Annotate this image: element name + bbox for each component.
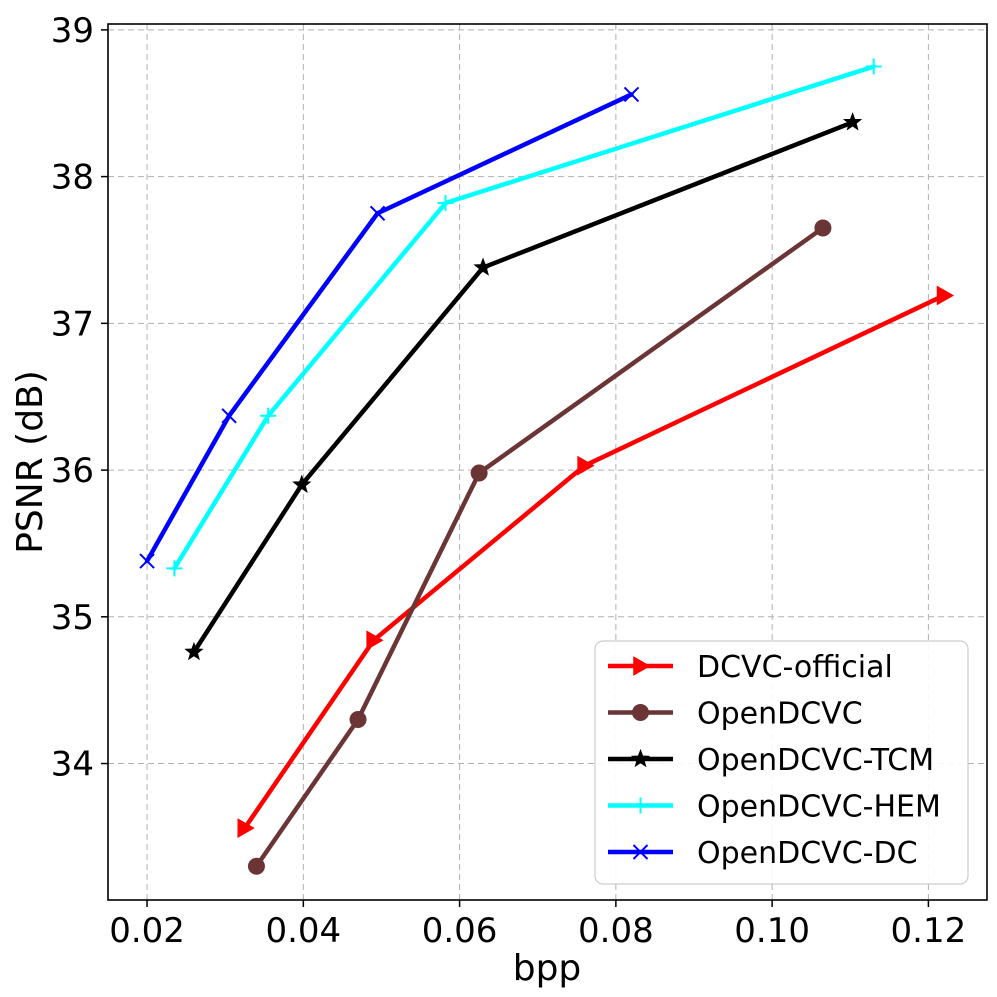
legend-item: OpenDCVC-HEM [608,790,941,825]
x-axis-label: bpp [513,948,582,989]
data-point [366,630,384,651]
legend-item: DCVC-official [608,650,893,685]
legend-swatch-marker [632,797,649,814]
data-point [437,195,454,212]
data-point [842,112,863,131]
x-tick-label: 0.06 [422,911,498,951]
legend-box [594,640,969,885]
data-point [623,86,640,103]
legend-item: OpenDCVC [608,697,863,732]
data-point [237,818,255,838]
data-point [184,641,204,661]
x-tick-label: 0.04 [265,911,341,951]
data-point [260,407,277,424]
data-point [936,285,955,306]
data-point [349,711,367,729]
legend-swatch-marker [630,748,651,768]
data-point [139,553,155,569]
x-tick-label: 0.02 [109,911,185,951]
series-opendcvc-hem [166,58,882,577]
data-point [470,464,488,482]
legend-swatch-marker [632,704,649,721]
legend-item: OpenDCVC-DC [608,836,918,871]
ticks: 0.02 0.04 0.06 0.08 0.10 0.12 34 35 36 37 38 39 [51,11,967,951]
series-layer [139,58,955,875]
legend-swatch-marker [632,844,649,860]
series-opendcvc-dc [139,86,640,569]
legend-label: OpenDCVC [697,697,863,732]
series-opendcvc-tcm [184,112,863,661]
data-point [577,455,595,476]
data-point [473,257,493,276]
y-tick-label: 38 [51,158,94,198]
legend-label: OpenDCVC-DC [697,836,918,871]
y-tick-label: 39 [51,11,94,51]
legend-label: OpenDCVC-TCM [697,743,934,778]
series-line [144,92,634,564]
series-dcvc-official [237,285,955,838]
legend-item: OpenDCVC-TCM [608,743,934,778]
legend: DCVC-official OpenDCVC OpenDCVC-TCM OpenDCV… [594,640,969,885]
data-point [814,219,832,237]
data-point [865,58,882,75]
plot-frame [107,23,988,901]
data-point [166,560,183,577]
x-tick-label: 0.12 [891,911,967,951]
data-point [292,474,312,493]
legend-label: DCVC-official [697,650,893,685]
y-tick-label: 34 [51,745,94,785]
data-point [247,857,265,875]
x-tick-label: 0.08 [578,911,654,951]
series-line [254,225,826,869]
x-tick-label: 0.10 [734,911,810,951]
y-axis-label: PSNR (dB) [10,370,51,554]
series-line [191,120,855,655]
legend-swatch-marker [633,656,651,676]
series-line [172,64,876,571]
y-tick-label: 37 [51,304,94,344]
series-opendcvc [247,219,832,875]
data-point [369,205,386,221]
legend-label: OpenDCVC-HEM [697,790,941,825]
y-tick-label: 35 [51,598,94,638]
data-point [221,408,237,424]
y-tick-label: 36 [51,451,94,491]
series-line [242,293,947,831]
